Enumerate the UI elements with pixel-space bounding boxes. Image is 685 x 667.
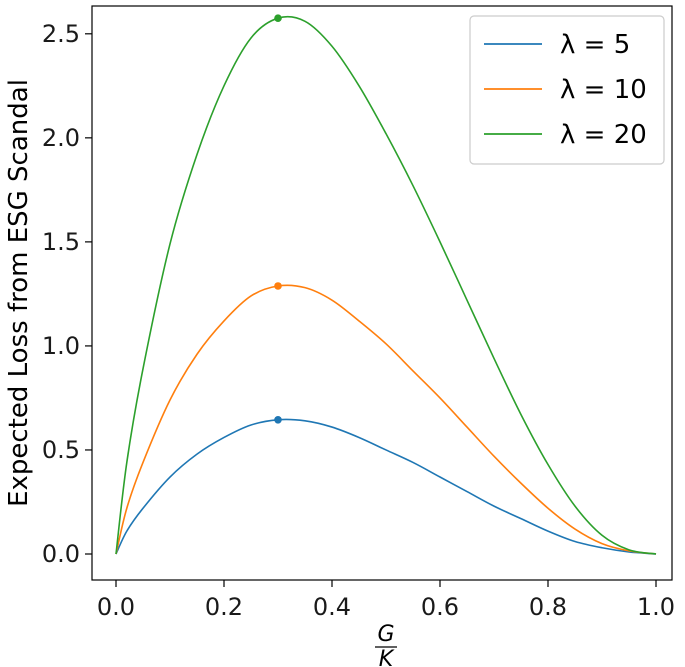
x-tick-label-5: 1.0 (637, 593, 675, 621)
peak-marker-1 (274, 282, 282, 290)
x-tick-label-2: 0.4 (313, 593, 351, 621)
legend-label-2: λ = 20 (560, 120, 647, 150)
x-axis-label-numerator: G (377, 622, 394, 647)
y-tick-label-3: 1.5 (42, 228, 80, 256)
series-line-1 (115, 284, 657, 555)
y-tick-label-1: 0.5 (42, 436, 80, 464)
x-tick-label-4: 0.8 (529, 593, 567, 621)
y-tick-label-5: 2.5 (42, 20, 80, 48)
y-tick-label-4: 2.0 (42, 124, 80, 152)
y-tick-label-0: 0.0 (42, 540, 80, 568)
legend-label-0: λ = 5 (560, 30, 630, 60)
y-tick-label-2: 1.0 (42, 332, 80, 360)
legend-box (469, 15, 665, 165)
peak-markers (274, 14, 282, 424)
legend-label-1: λ = 10 (560, 75, 647, 105)
peak-marker-2 (274, 14, 282, 23)
peak-marker-0 (274, 415, 282, 424)
series-line-0 (115, 418, 657, 555)
y-axis-ticks: 0.0 0.5 1.0 1.5 2.0 2.5 (42, 20, 92, 568)
x-tick-label-3: 0.6 (421, 593, 459, 621)
series-layer (115, 15, 657, 555)
x-axis-label-denominator: K (379, 647, 395, 667)
series-line-2 (115, 15, 657, 555)
legend: λ = 5 λ = 10 λ = 20 (469, 15, 665, 165)
x-axis-ticks: 0.0 0.2 0.4 0.6 0.8 1.0 (97, 580, 675, 621)
plot-frame (91, 5, 673, 581)
y-axis-label: Expected Loss from ESG Scandal (4, 79, 34, 507)
x-tick-label-0: 0.0 (97, 593, 135, 621)
x-tick-label-1: 0.2 (205, 593, 243, 621)
x-axis-label: G K (375, 622, 397, 667)
plot-area (91, 5, 673, 581)
